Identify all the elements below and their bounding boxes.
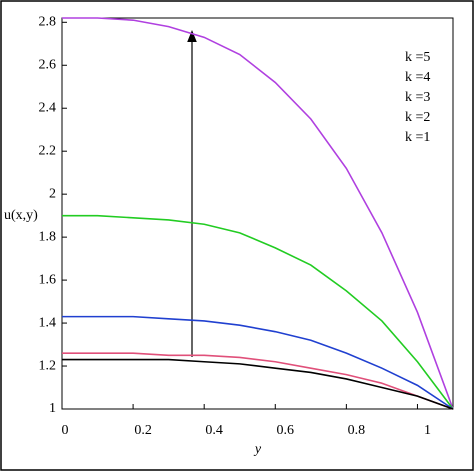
series-line (62, 358, 454, 410)
y-tick-label: 1.4 (39, 315, 57, 330)
series-line (62, 214, 454, 410)
legend-entry: k =2 (405, 110, 430, 125)
y-tick-label: 2.4 (39, 100, 57, 115)
y-tick-label: 2.8 (39, 15, 57, 30)
y-tick-label: 2.6 (39, 57, 57, 72)
x-tick-label: 0.8 (348, 423, 366, 438)
legend-entry: k =5 (405, 50, 430, 65)
y-tick-label: 2.2 (39, 143, 57, 158)
y-tick-label: 1.6 (39, 272, 57, 287)
y-tick-label: 1.8 (39, 229, 57, 244)
series-line (62, 315, 454, 410)
x-tick-label: 1 (424, 423, 431, 438)
legend-entry: k =4 (405, 70, 430, 85)
x-tick-label: 0.4 (205, 423, 223, 438)
x-tick-label: 0.6 (277, 423, 295, 438)
legend-entry: k =1 (405, 130, 430, 145)
y-tick-label: 2 (49, 186, 56, 201)
y-axis-label: u(x,y) (4, 208, 38, 223)
plot-frame (61, 17, 454, 410)
x-tick-label: 0.2 (134, 423, 152, 438)
x-axis-label: y (253, 442, 262, 457)
x-tick-label: 0 (62, 423, 69, 438)
series-line (62, 17, 454, 410)
y-tick-label: 1 (49, 401, 56, 416)
series-line (62, 352, 454, 410)
legend-entry: k =3 (405, 90, 430, 105)
y-tick-label: 1.2 (39, 358, 57, 373)
